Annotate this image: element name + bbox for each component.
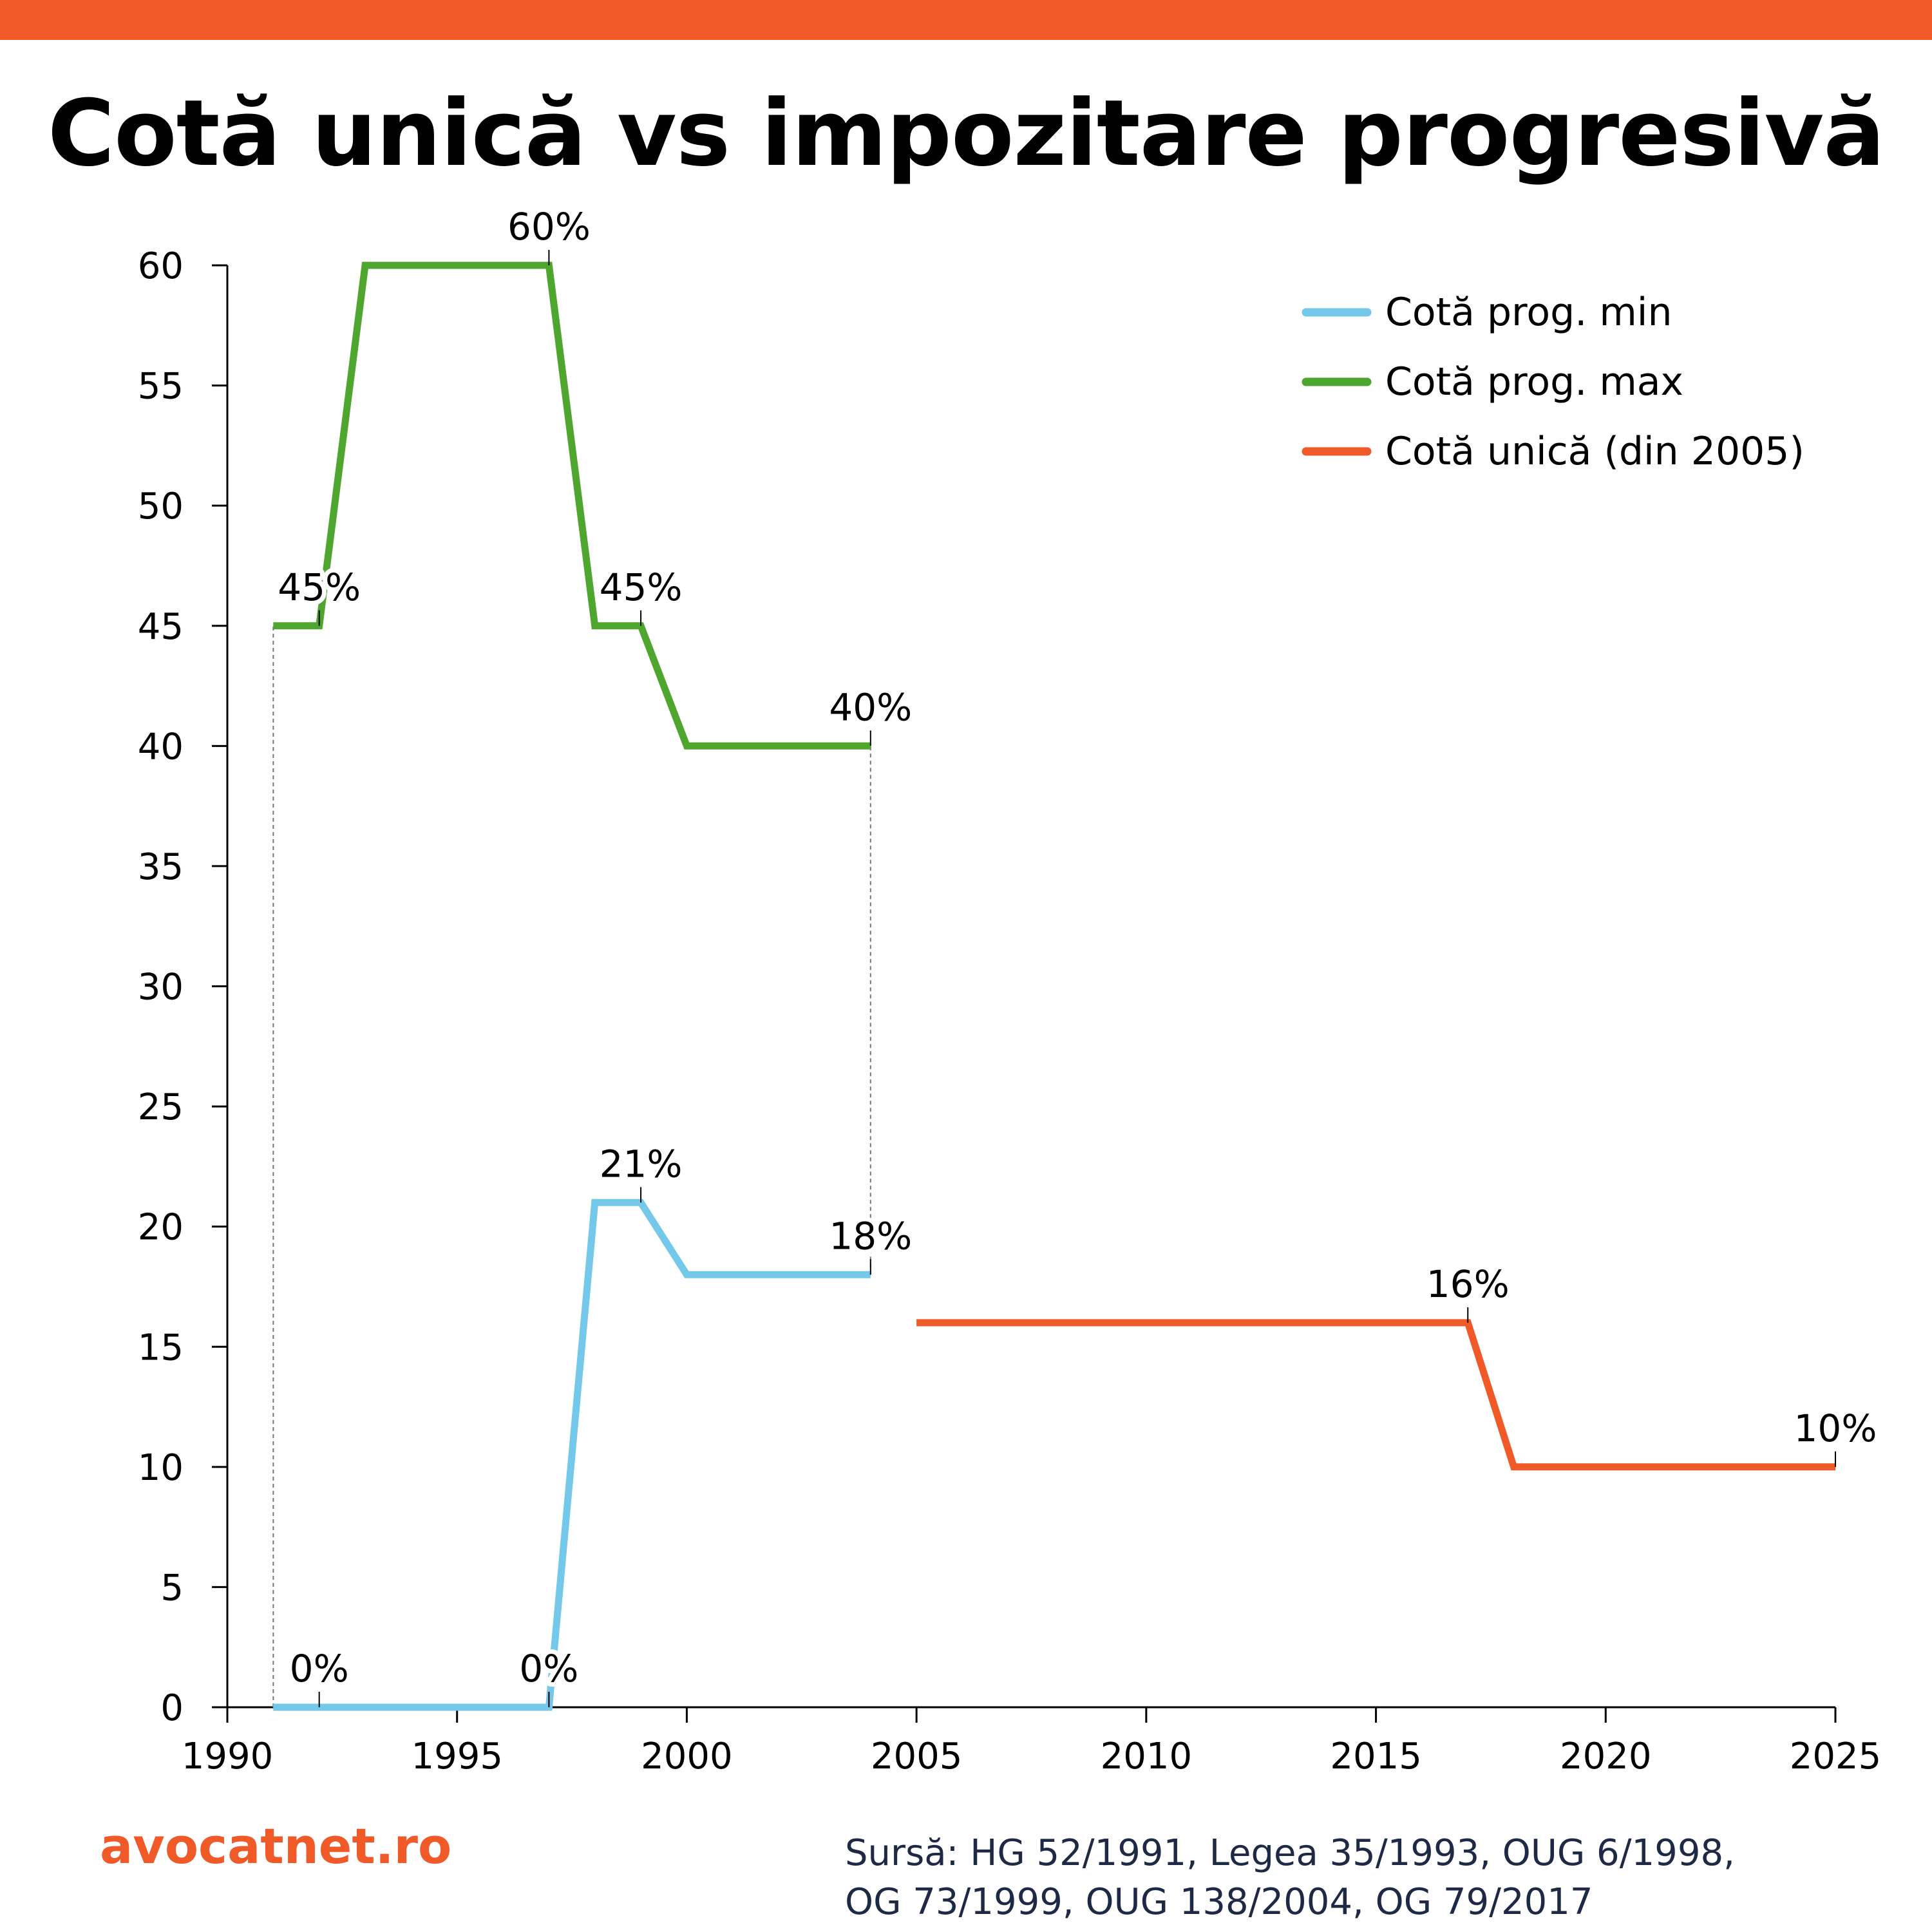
x-tick-label: 2000 <box>641 1736 733 1777</box>
series-line <box>916 1319 1835 1471</box>
data-label: 21% <box>600 1142 683 1186</box>
x-tick-label: 2005 <box>871 1736 963 1777</box>
x-tick-label: 1990 <box>182 1736 274 1777</box>
y-tick-label: 40 <box>138 726 184 768</box>
chart-title: Cotă unică vs impozitare progresivă <box>47 80 1885 187</box>
x-tick-label: 1995 <box>411 1736 503 1777</box>
y-tick-label: 30 <box>138 967 184 1009</box>
data-label: 16% <box>1426 1262 1510 1306</box>
x-tick-label: 2020 <box>1560 1736 1652 1777</box>
source-line-2: OG 73/1999, OUG 138/2004, OG 79/2017 <box>845 1881 1593 1923</box>
source-line-1: Sursă: HG 52/1991, Legea 35/1993, OUG 6/… <box>845 1832 1735 1874</box>
y-tick-label: 25 <box>138 1086 184 1128</box>
y-tick-label: 5 <box>160 1567 184 1609</box>
data-label: 40% <box>829 685 912 729</box>
data-label: 60% <box>507 205 591 249</box>
series-line <box>273 1198 871 1711</box>
y-tick-label: 10 <box>138 1447 184 1489</box>
data-label: 45% <box>600 565 683 609</box>
x-tick-label: 2010 <box>1101 1736 1193 1777</box>
legend-label: Cotă prog. max <box>1385 359 1683 404</box>
x-tick-label: 2015 <box>1330 1736 1422 1777</box>
series-line <box>273 261 871 750</box>
brand-logo-text: avocatnet.ro <box>100 1817 452 1875</box>
data-label: 0% <box>519 1647 578 1690</box>
data-label: 18% <box>829 1214 912 1258</box>
top-accent-bar <box>0 0 1932 40</box>
y-tick-label: 50 <box>138 486 184 527</box>
data-label: 10% <box>1794 1406 1877 1450</box>
data-label: 0% <box>290 1647 349 1690</box>
y-tick-label: 20 <box>138 1207 184 1249</box>
x-tick-label: 2025 <box>1790 1736 1882 1777</box>
y-tick-label: 0 <box>160 1687 184 1729</box>
source-note: Sursă: HG 52/1991, Legea 35/1993, OUG 6/… <box>845 1829 1908 1927</box>
y-tick-label: 45 <box>138 606 184 648</box>
y-tick-label: 55 <box>138 366 184 408</box>
legend-label: Cotă prog. min <box>1385 290 1672 335</box>
y-tick-label: 35 <box>138 846 184 888</box>
data-label: 45% <box>278 565 361 609</box>
y-tick-label: 60 <box>138 245 184 287</box>
legend-label: Cotă unică (din 2005) <box>1385 429 1804 474</box>
y-tick-label: 15 <box>138 1327 184 1368</box>
